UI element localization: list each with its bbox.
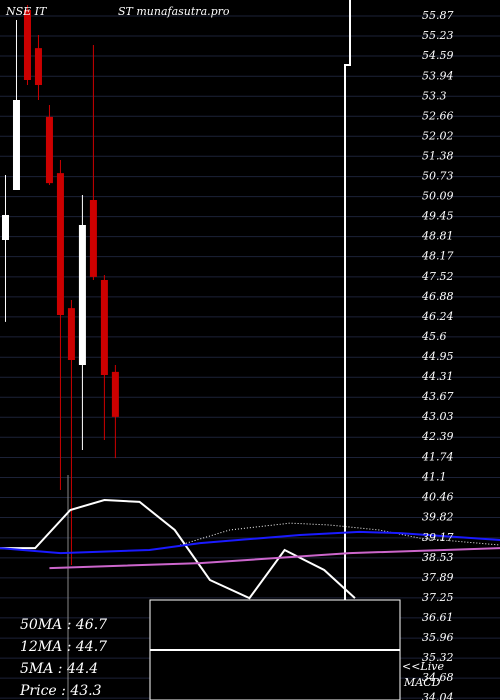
chart-title: NSE IT bbox=[5, 5, 48, 18]
candle-body bbox=[100, 280, 108, 375]
y-tick-label: 43.67 bbox=[421, 390, 454, 403]
y-tick-label: 38.53 bbox=[422, 551, 454, 564]
y-tick-label: 34.68 bbox=[422, 671, 454, 684]
live-label: <<Live bbox=[402, 660, 444, 673]
indicator-line bbox=[49, 547, 500, 570]
candle-body bbox=[111, 371, 119, 417]
candle-body bbox=[12, 100, 20, 190]
marker-line bbox=[344, 0, 351, 650]
candle-body bbox=[45, 116, 53, 184]
y-tick-label: 46.24 bbox=[421, 310, 454, 323]
y-tick-label: 39.17 bbox=[422, 531, 454, 544]
y-tick-label: 41.74 bbox=[421, 451, 454, 464]
y-tick-label: 48.81 bbox=[421, 230, 454, 243]
y-tick-label: 45.6 bbox=[421, 330, 447, 343]
y-tick-label: 40.46 bbox=[421, 491, 454, 504]
y-tick-label: 46.88 bbox=[421, 290, 454, 303]
indicator-line bbox=[0, 498, 356, 600]
y-tick-label: 50.09 bbox=[422, 190, 454, 203]
y-tick-label: 44.31 bbox=[421, 370, 454, 383]
y-tick-label: 35.96 bbox=[422, 631, 454, 644]
candle-body bbox=[23, 10, 31, 80]
y-tick-label: 34.04 bbox=[422, 691, 454, 700]
live-label: MACD bbox=[403, 676, 441, 689]
indicator-line bbox=[180, 522, 500, 546]
y-tick-label: 36.61 bbox=[422, 611, 454, 624]
info: 12MA : 44.7 bbox=[20, 639, 107, 655]
y-tick-label: 55.87 bbox=[422, 9, 454, 22]
y-tick-label: 49.45 bbox=[421, 210, 454, 223]
candle-body bbox=[78, 225, 86, 365]
y-tick-label: 55.23 bbox=[422, 29, 454, 42]
y-tick-label: 51.38 bbox=[422, 149, 454, 162]
info: 5MA : 44.4 bbox=[20, 661, 98, 677]
y-tick-label: 48.17 bbox=[421, 250, 454, 263]
y-tick-label: 50.73 bbox=[422, 170, 454, 183]
candle-body bbox=[1, 215, 9, 240]
plot bbox=[0, 5, 500, 600]
candle-body bbox=[56, 173, 64, 315]
candle-body bbox=[34, 48, 42, 85]
y-tick-label: 54.59 bbox=[422, 49, 454, 62]
info: Price : 43.3 bbox=[19, 683, 102, 699]
y-tick-label: 43.03 bbox=[421, 410, 454, 423]
chart-subtitle: ST munafasutra.pro bbox=[118, 5, 230, 18]
y-tick-label: 42.39 bbox=[421, 430, 454, 443]
y-tick-label: 39.82 bbox=[422, 511, 454, 524]
candle-body bbox=[89, 200, 97, 277]
y-tick-label: 47.52 bbox=[421, 270, 454, 283]
y-tick-label: 52.66 bbox=[422, 109, 454, 122]
candle-body bbox=[67, 308, 75, 360]
y-tick-label: 52.02 bbox=[422, 129, 454, 142]
y-tick-label: 53.94 bbox=[422, 69, 454, 82]
y-tick-label: 41.1 bbox=[421, 471, 447, 484]
y-tick-label: 44.95 bbox=[421, 350, 454, 363]
y-tick-label: 35.32 bbox=[422, 651, 454, 664]
indicator-line bbox=[0, 530, 500, 555]
y-tick-label: 37.89 bbox=[422, 571, 454, 584]
info: 50MA : 46.7 bbox=[20, 617, 107, 633]
y-tick-label: 53.3 bbox=[422, 89, 447, 102]
y-tick-label: 37.25 bbox=[422, 591, 454, 604]
